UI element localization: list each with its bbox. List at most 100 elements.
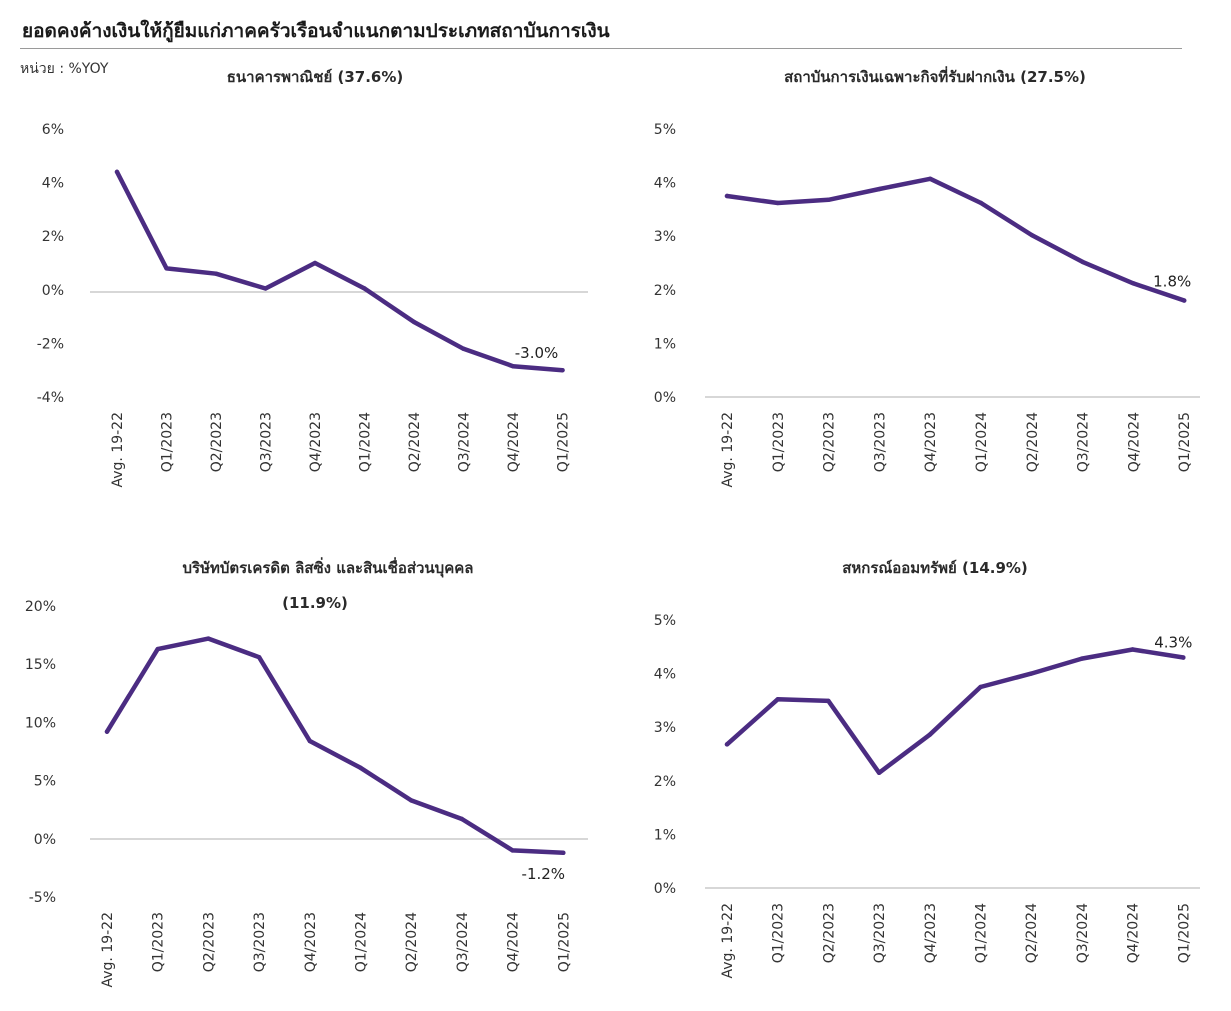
chart-commercial-banks: ธนาคารพาณิชย์ (37.6%) -4% -2% 0% 2% 4% 6% Avg. … bbox=[37, 68, 588, 488]
x-tick-label: Q3/2023 bbox=[872, 412, 888, 472]
data-point bbox=[409, 798, 414, 803]
chart-title: ธนาคารพาณิชย์ (37.6%) bbox=[227, 68, 404, 86]
data-point bbox=[256, 655, 262, 660]
x-tick-label: Q4/2023 bbox=[308, 412, 324, 472]
data-point bbox=[560, 368, 565, 373]
chart-title: บริษัทบัตรเครดิต ลิสซิ่ง และสินเชื่อส่วน… bbox=[183, 557, 474, 578]
data-label-last: 1.8% bbox=[1153, 273, 1191, 291]
data-point bbox=[1130, 647, 1135, 652]
data-point bbox=[459, 816, 465, 822]
x-tick-label: Q1/2023 bbox=[160, 412, 176, 472]
y-tick-label: 4% bbox=[654, 667, 676, 683]
x-tick-label: Q1/2023 bbox=[771, 903, 787, 963]
x-tick-label: Q2/2023 bbox=[201, 912, 217, 972]
y-tick-label: 1% bbox=[654, 827, 676, 843]
data-point bbox=[1131, 281, 1136, 286]
y-tick-label: 20% bbox=[25, 599, 56, 615]
y-tick-label: 1% bbox=[654, 336, 676, 352]
data-point bbox=[1029, 671, 1034, 676]
y-tick-label: 2% bbox=[654, 283, 676, 299]
y-tick-label: 10% bbox=[25, 715, 56, 731]
data-point bbox=[307, 738, 312, 744]
y-tick-label: 15% bbox=[25, 657, 56, 673]
y-tick-label: -4% bbox=[37, 390, 64, 406]
chart-savings-cooperatives: สหกรณ์ออมทรัพย์ (14.9%) 0% 1% 2% 3% 4% 5% Avg. … bbox=[654, 559, 1200, 979]
data-point bbox=[411, 319, 417, 325]
data-point bbox=[358, 765, 363, 770]
x-tick-label: Q4/2024 bbox=[1126, 412, 1142, 472]
x-tick-label: Q1/2024 bbox=[974, 903, 990, 963]
y-tick-label: 4% bbox=[42, 176, 64, 192]
x-tick-label: Q4/2023 bbox=[923, 903, 939, 963]
x-tick-label: Q2/2024 bbox=[404, 912, 420, 972]
data-point bbox=[876, 770, 882, 775]
y-tick-label: 3% bbox=[654, 720, 676, 736]
data-point bbox=[775, 200, 780, 206]
data-point bbox=[927, 732, 932, 737]
data-point bbox=[1182, 298, 1187, 303]
x-tick-label: Q2/2023 bbox=[822, 412, 838, 472]
x-tick-label: Q1/2023 bbox=[771, 412, 787, 472]
data-point bbox=[213, 271, 219, 276]
chart-title-line2: (11.9%) bbox=[282, 594, 348, 612]
data-point bbox=[826, 698, 831, 704]
data-point bbox=[724, 193, 730, 199]
x-tick-label: Q2/2023 bbox=[209, 412, 225, 472]
y-tick-label: 0% bbox=[34, 832, 56, 848]
x-tick-label: Q4/2023 bbox=[923, 412, 939, 472]
series-line bbox=[104, 636, 566, 856]
data-point bbox=[114, 169, 120, 175]
y-tick-label: 6% bbox=[42, 122, 64, 138]
title-divider bbox=[20, 48, 1182, 49]
data-point bbox=[164, 266, 169, 271]
x-tick-label: Q3/2023 bbox=[252, 912, 268, 972]
y-tick-label: 3% bbox=[654, 229, 676, 245]
y-tick-label: 5% bbox=[654, 122, 676, 138]
x-tick-label: Avg. 19-22 bbox=[720, 412, 736, 488]
x-tick-label: Q1/2025 bbox=[1176, 903, 1192, 963]
x-tick-label: Q1/2025 bbox=[556, 912, 572, 972]
unit-label: หน่วย : %YOY bbox=[20, 61, 109, 77]
data-point bbox=[510, 363, 516, 369]
x-tick-label: Q1/2024 bbox=[974, 412, 990, 472]
x-tick-label: Q3/2023 bbox=[259, 412, 275, 472]
x-tick-label: Avg. 19-22 bbox=[720, 903, 736, 979]
data-point bbox=[1079, 656, 1085, 661]
y-tick-label: 0% bbox=[42, 283, 64, 299]
data-point bbox=[724, 742, 730, 747]
x-tick-label: Q4/2024 bbox=[1126, 903, 1142, 963]
x-tick-label: Q1/2025 bbox=[1177, 412, 1193, 472]
chart-credit-card-leasing: บริษัทบัตรเครดิต ลิสซิ่ง และสินเชื่อส่วน… bbox=[25, 557, 588, 988]
x-tick-label: Q2/2023 bbox=[821, 903, 837, 963]
y-tick-label: 0% bbox=[654, 390, 676, 406]
x-tick-label: Q4/2023 bbox=[303, 912, 319, 972]
y-tick-label: 2% bbox=[42, 229, 64, 245]
x-tick-label: Q4/2024 bbox=[506, 412, 522, 472]
data-point bbox=[826, 197, 831, 202]
x-tick-label: Q2/2024 bbox=[1025, 412, 1041, 472]
data-label-last: -3.0% bbox=[515, 344, 559, 362]
data-point bbox=[978, 200, 984, 206]
series-line bbox=[114, 169, 565, 373]
data-point bbox=[1029, 232, 1035, 238]
chart-title: สหกรณ์ออมทรัพย์ (14.9%) bbox=[842, 559, 1028, 577]
data-point bbox=[461, 346, 466, 351]
x-tick-label: Q3/2023 bbox=[872, 903, 888, 963]
x-tick-label: Q2/2024 bbox=[407, 412, 423, 472]
x-tick-label: Avg. 19-22 bbox=[100, 912, 116, 988]
x-tick-label: Q1/2025 bbox=[556, 412, 572, 472]
x-tick-label: Q3/2024 bbox=[1076, 412, 1092, 472]
x-tick-label: Avg. 19-22 bbox=[110, 412, 126, 488]
x-tick-label: Q3/2024 bbox=[1075, 903, 1091, 963]
data-point bbox=[561, 850, 566, 855]
data-point bbox=[877, 186, 882, 192]
data-point bbox=[510, 848, 515, 853]
data-point bbox=[1181, 655, 1186, 660]
x-tick-label: Q2/2024 bbox=[1024, 903, 1040, 963]
data-point bbox=[978, 684, 983, 690]
data-point bbox=[312, 260, 318, 266]
data-point bbox=[928, 176, 933, 182]
y-tick-label: 0% bbox=[654, 881, 676, 897]
chart-title: สถาบันการเงินเฉพาะกิจที่รับฝากเงิน (27.5… bbox=[784, 66, 1086, 86]
chart-sfi-deposit: สถาบันการเงินเฉพาะกิจที่รับฝากเงิน (27.5… bbox=[654, 66, 1200, 488]
